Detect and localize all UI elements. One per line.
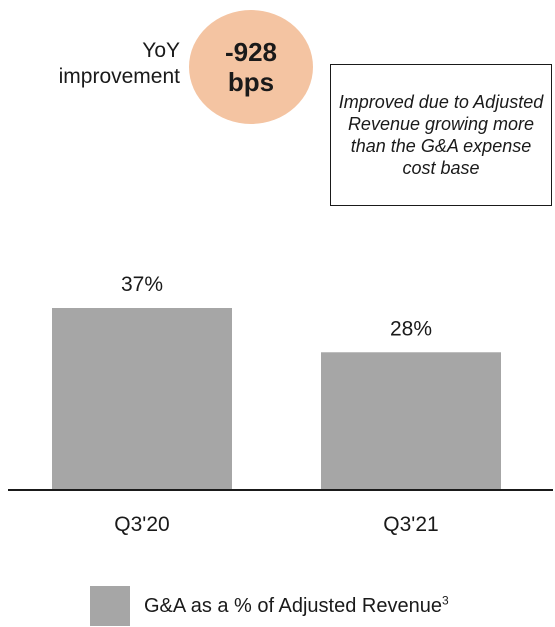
- yoy-value: -928: [224, 37, 278, 67]
- legend-label: G&A as a % of Adjusted Revenue: [144, 594, 442, 617]
- category-label-2: Q3'21: [383, 513, 438, 536]
- bar-1: [52, 308, 232, 490]
- yoy-label-line1: YoY: [142, 39, 180, 62]
- note-text: Improved due to Adjusted Revenue growing…: [338, 92, 544, 178]
- bar-value-label-1: 37%: [121, 273, 163, 296]
- legend-text: G&A as a % of Adjusted Revenue3: [144, 592, 449, 618]
- yoy-unit: bps: [227, 67, 275, 97]
- note-box: Improved due to Adjusted Revenue growing…: [330, 64, 552, 206]
- yoy-label-line2: improvement: [58, 65, 180, 88]
- legend: G&A as a % of Adjusted Revenue3: [90, 586, 449, 626]
- legend-footnote: 3: [441, 592, 449, 607]
- legend-swatch: [90, 586, 130, 626]
- yoy-badge: -928 bps: [189, 10, 313, 124]
- bar-2: [321, 352, 501, 490]
- bar-value-label-2: 28%: [390, 317, 432, 340]
- yoy-label: YoY improvement: [20, 38, 180, 90]
- category-label-1: Q3'20: [114, 513, 169, 536]
